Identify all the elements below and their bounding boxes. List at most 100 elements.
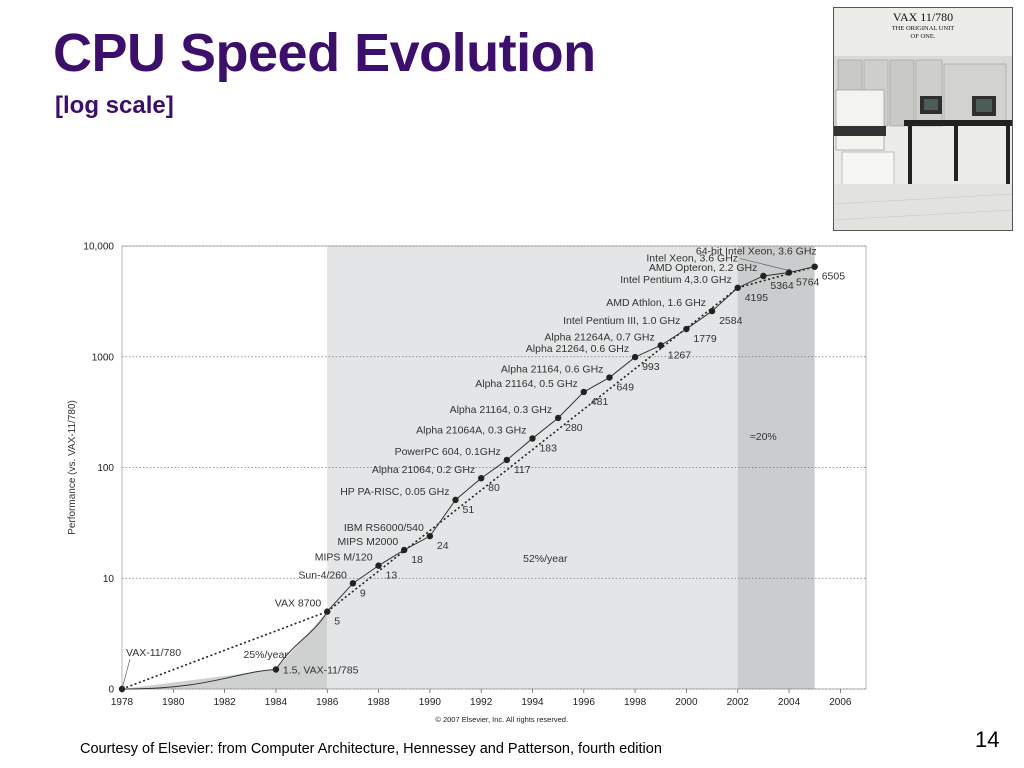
point-value-label: 80	[488, 482, 500, 494]
photo-caption: VAX 11/780 THE ORIGINAL UNIT OF ONE.	[834, 10, 1012, 41]
x-tick-label: 1994	[521, 697, 544, 708]
x-tick-label: 1980	[162, 697, 185, 708]
data-points: VAX-11/780 1.5, VAX-11/785 VAX 8700 5 Sun-4/…	[118, 246, 846, 693]
data-point	[529, 435, 536, 442]
slide-subtitle: [log scale]	[55, 92, 174, 119]
point-value-label: 13	[386, 570, 398, 582]
point-label: VAX 8700	[275, 598, 322, 610]
vax-photo: VAX 11/780 THE ORIGINAL UNIT OF ONE.	[833, 7, 1013, 231]
x-tick-label: 1998	[624, 697, 647, 708]
point-value-label: 51	[463, 504, 475, 516]
point-value-label: 4195	[745, 292, 769, 304]
data-point	[631, 353, 639, 361]
point-label: Alpha 21064A, 0.3 GHz	[416, 424, 526, 436]
point-label: AMD Opteron, 2.2 GHz	[649, 262, 758, 274]
region-labels: 25%/year 52%/year ≈20%	[243, 431, 776, 661]
data-point	[349, 580, 357, 587]
y-tick-label: 10,000	[83, 242, 114, 253]
x-tick-label: 1992	[470, 697, 493, 708]
x-axis-ticks: 1978 1980 1982 1984 1986 1988 1990 1992 1994 1996…	[111, 689, 852, 708]
point-label: Intel Pentium 4,3.0 GHz	[620, 274, 731, 286]
point-label: Alpha 21164, 0.6 GHz	[501, 364, 604, 376]
x-tick-label: 1978	[111, 697, 134, 708]
point-value-label: 993	[642, 361, 660, 373]
point-label: Intel Pentium III, 1.0 GHz	[563, 315, 680, 327]
slide-title: CPU Speed Evolution	[53, 23, 596, 83]
point-label: MIPS M/120	[315, 552, 373, 564]
point-label: Alpha 21164, 0.3 GHz	[450, 404, 553, 416]
point-label: AMD Athlon, 1.6 GHz	[606, 297, 706, 309]
point-label: 64-bit Intel Xeon, 3.6 GHz	[696, 246, 817, 258]
region-label: ≈20%	[750, 431, 777, 443]
point-value-label: 5764	[796, 276, 820, 288]
photo-caption-line2: THE ORIGINAL UNIT	[891, 25, 955, 32]
point-label: VAX-11/780	[126, 647, 181, 659]
x-tick-label: 2004	[778, 697, 801, 708]
footer-credit: Courtesy of Elsevier: from Computer Arch…	[80, 741, 662, 757]
data-point	[760, 272, 767, 280]
point-label: Alpha 21064, 0.2 GHz	[372, 464, 475, 476]
x-tick-label: 2000	[675, 697, 698, 708]
point-value-label: 1267	[668, 349, 692, 361]
point-value-label: 5	[334, 616, 340, 628]
data-point	[785, 269, 793, 276]
point-label: Alpha 21164, 0.5 GHz	[475, 378, 578, 390]
data-point	[477, 475, 485, 482]
data-point	[272, 666, 280, 673]
point-label: Alpha 21264A, 0.7 GHz	[544, 331, 654, 343]
x-tick-label: 1990	[419, 697, 442, 708]
y-axis-label: Performance (vs. VAX-11/780)	[67, 400, 78, 535]
point-value-label: 24	[437, 540, 449, 552]
data-point	[708, 307, 716, 315]
x-tick-label: 2002	[727, 697, 750, 708]
point-value-label: 18	[411, 554, 423, 566]
data-point	[554, 414, 562, 422]
data-point	[734, 284, 741, 291]
data-point	[375, 562, 382, 569]
point-label: Intel Xeon, 3.6 GHz	[646, 252, 738, 264]
point-value-label: 117	[514, 464, 531, 476]
vax-photo-drawing	[834, 8, 1012, 230]
y-tick-label: 1000	[92, 352, 115, 363]
data-point	[657, 342, 664, 349]
x-tick-label: 1996	[573, 697, 596, 708]
point-label: PowerPC 604, 0.1GHz	[395, 446, 501, 458]
point-label: Alpha 21264, 0.6 GHz	[526, 343, 629, 355]
point-leader-line	[121, 658, 131, 690]
page-number: 14	[975, 727, 1000, 752]
performance-chart: 0 10 100 1000 10,000 1978 1980 1982 1984 1986 198…	[67, 242, 867, 724]
point-value-label: 1.5, VAX-11/785	[283, 664, 359, 676]
photo-caption-line3: OF ONE.	[910, 33, 936, 40]
y-tick-label: 10	[103, 574, 115, 585]
x-tick-label: 2006	[829, 697, 852, 708]
plot-frame	[121, 245, 867, 690]
photo-caption-title: VAX 11/780	[892, 10, 954, 24]
point-label: HP PA-RISC, 0.05 GHz	[340, 486, 449, 498]
point-label: MIPS M2000	[338, 536, 399, 548]
point-value-label: 183	[539, 442, 557, 454]
point-value-label: 2584	[719, 315, 743, 327]
trend-line	[326, 287, 739, 613]
data-point	[606, 374, 613, 381]
point-value-label: 6505	[822, 271, 846, 283]
point-value-label: 481	[591, 396, 609, 408]
y-tick-label: 100	[97, 463, 114, 474]
data-point	[401, 546, 408, 554]
point-leader-line	[739, 258, 790, 271]
point-label: IBM RS6000/540	[344, 522, 424, 534]
x-tick-label: 1984	[265, 697, 288, 708]
data-point	[452, 496, 459, 504]
point-value-label: 1779	[693, 333, 717, 345]
data-point	[324, 608, 331, 615]
trend-lines	[121, 265, 815, 690]
y-axis-ticks: 0 10 100 1000 10,000	[83, 242, 114, 696]
region-label: 25%/year	[243, 649, 288, 661]
point-value-label: 5364	[770, 280, 794, 292]
x-tick-label: 1986	[316, 697, 339, 708]
point-value-label: 280	[565, 422, 583, 434]
data-point	[503, 456, 511, 464]
x-tick-label: 1988	[367, 697, 390, 708]
data-point	[580, 388, 587, 396]
performance-series-line	[121, 266, 815, 690]
trend-line	[121, 610, 328, 690]
